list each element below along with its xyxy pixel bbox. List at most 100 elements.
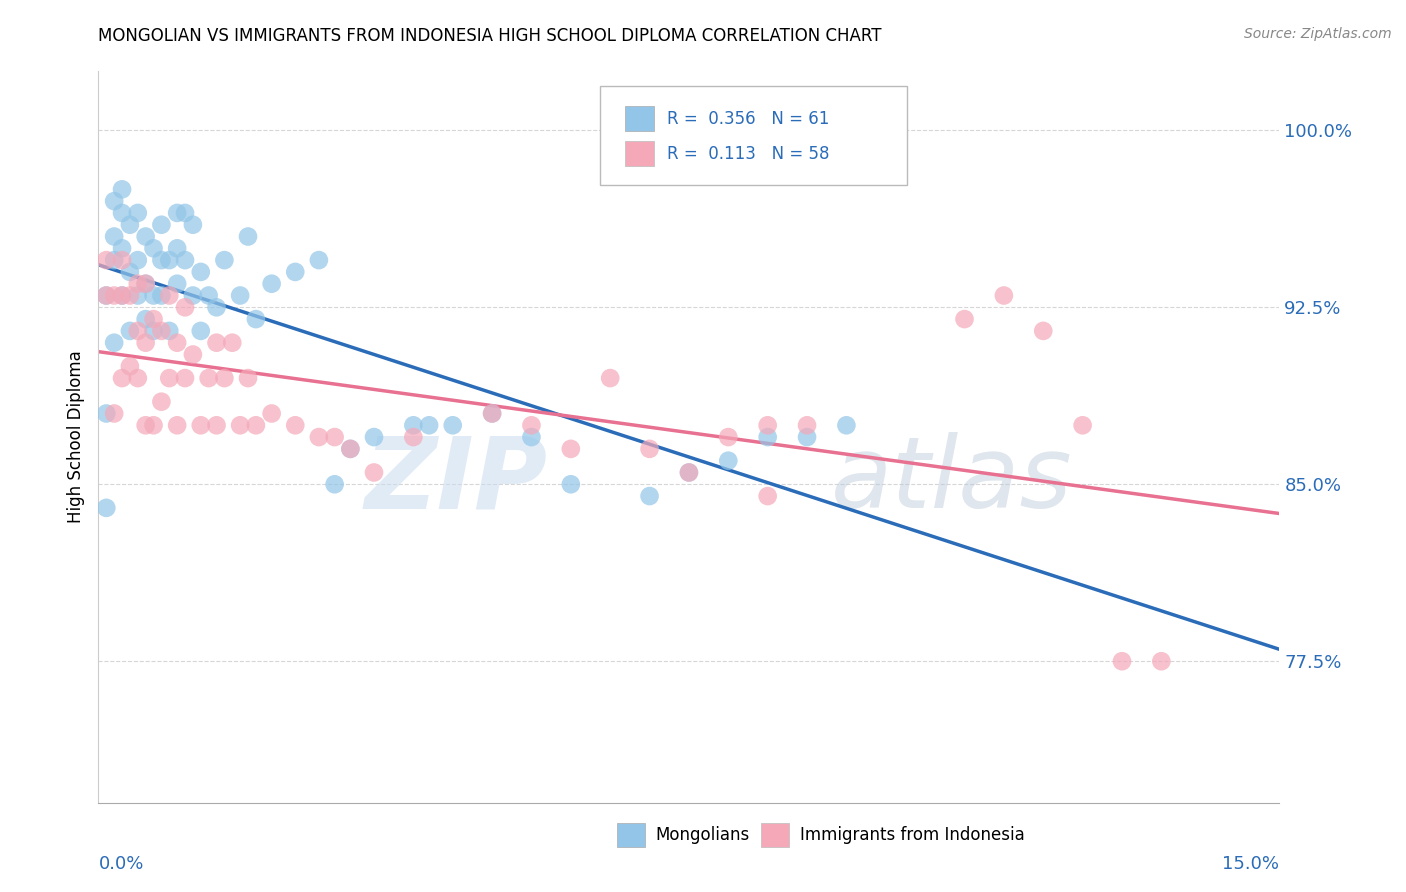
Point (142, 241, 165, 255)
Point (717, 430, 740, 444)
Point (221, 335, 243, 350)
Point (142, 324, 165, 338)
Point (111, 206, 134, 220)
Point (127, 253, 149, 268)
FancyBboxPatch shape (626, 106, 654, 131)
Point (418, 418, 440, 433)
Point (174, 253, 197, 268)
Point (260, 407, 283, 421)
Point (402, 418, 425, 433)
Point (103, 253, 125, 268)
Point (835, 418, 858, 433)
Point (236, 229, 259, 244)
Point (111, 182, 134, 196)
Point (214, 371, 236, 385)
Text: 0.0%: 0.0% (98, 855, 143, 872)
Point (174, 301, 197, 315)
Text: Source: ZipAtlas.com: Source: ZipAtlas.com (1244, 27, 1392, 41)
Point (190, 324, 212, 338)
Point (796, 418, 818, 433)
Text: ZIP: ZIP (364, 433, 547, 530)
Point (245, 312, 267, 326)
Point (181, 347, 204, 361)
Point (260, 277, 283, 291)
Point (308, 430, 330, 444)
Point (118, 218, 141, 232)
Point (323, 430, 346, 444)
Point (339, 442, 361, 456)
Point (166, 418, 188, 433)
Point (127, 277, 149, 291)
Point (135, 418, 157, 433)
Point (118, 288, 141, 302)
Point (284, 265, 307, 279)
Point (135, 312, 157, 326)
Point (166, 206, 188, 220)
Point (111, 241, 134, 255)
Point (678, 466, 700, 480)
Point (1150, 654, 1173, 668)
Point (205, 301, 228, 315)
Point (96, 500, 118, 515)
Point (205, 335, 228, 350)
Point (166, 277, 188, 291)
Point (953, 312, 976, 326)
Point (135, 277, 157, 291)
Point (135, 335, 157, 350)
Point (181, 218, 204, 232)
Point (181, 288, 204, 302)
Point (205, 418, 228, 433)
Point (190, 418, 212, 433)
Point (1071, 418, 1094, 433)
Text: MONGOLIAN VS IMMIGRANTS FROM INDONESIA HIGH SCHOOL DIPLOMA CORRELATION CHART: MONGOLIAN VS IMMIGRANTS FROM INDONESIA H… (98, 27, 882, 45)
Point (756, 430, 779, 444)
Point (103, 407, 125, 421)
Point (135, 229, 157, 244)
Point (118, 265, 141, 279)
Point (229, 418, 252, 433)
Point (678, 466, 700, 480)
Point (150, 218, 173, 232)
Point (717, 453, 740, 467)
Point (756, 418, 779, 433)
Point (481, 407, 503, 421)
Point (142, 312, 165, 326)
Point (166, 335, 188, 350)
Text: R =  0.113   N = 58: R = 0.113 N = 58 (666, 145, 830, 162)
Point (402, 430, 425, 444)
Point (236, 371, 259, 385)
Point (1032, 324, 1054, 338)
Point (157, 288, 180, 302)
Point (96, 288, 118, 302)
Point (157, 371, 180, 385)
FancyBboxPatch shape (761, 822, 789, 847)
Point (103, 288, 125, 302)
Point (118, 324, 141, 338)
FancyBboxPatch shape (626, 141, 654, 167)
Point (142, 288, 165, 302)
Point (103, 229, 125, 244)
Point (339, 442, 361, 456)
FancyBboxPatch shape (600, 86, 907, 185)
Point (174, 371, 197, 385)
Point (560, 442, 582, 456)
Text: 15.0%: 15.0% (1222, 855, 1279, 872)
Point (560, 477, 582, 491)
Text: Mongolians: Mongolians (655, 826, 751, 844)
Point (111, 288, 134, 302)
Point (157, 324, 180, 338)
Point (441, 418, 464, 433)
Point (796, 430, 818, 444)
Point (118, 359, 141, 374)
Point (96, 288, 118, 302)
Point (520, 430, 543, 444)
Point (190, 265, 212, 279)
Point (323, 477, 346, 491)
Point (229, 288, 252, 302)
Point (127, 371, 149, 385)
Point (363, 466, 385, 480)
Point (127, 288, 149, 302)
Point (103, 194, 125, 208)
Point (150, 253, 173, 268)
FancyBboxPatch shape (617, 822, 645, 847)
